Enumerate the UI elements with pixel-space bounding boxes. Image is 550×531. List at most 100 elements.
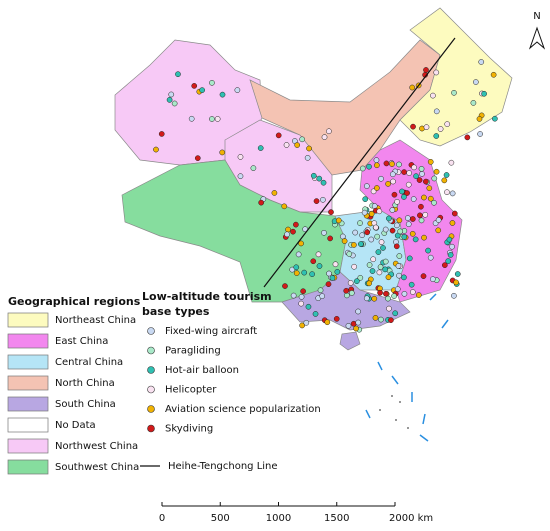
base-point bbox=[394, 232, 401, 239]
base-point bbox=[391, 191, 398, 198]
base-point bbox=[283, 142, 290, 148]
base-point bbox=[382, 266, 388, 273]
base-point bbox=[426, 185, 433, 192]
base-point bbox=[409, 84, 416, 91]
base-point bbox=[300, 288, 306, 295]
base-point bbox=[380, 245, 386, 251]
base-point bbox=[309, 271, 315, 277]
base-point bbox=[397, 228, 404, 235]
scale-label: 1000 bbox=[266, 513, 291, 524]
base-point bbox=[324, 319, 331, 326]
base-point bbox=[401, 234, 408, 240]
regions-legend: Northeast China East China Central China No… bbox=[7, 312, 139, 475]
legend-label: South China bbox=[55, 399, 116, 410]
base-point bbox=[290, 292, 297, 299]
base-point bbox=[357, 274, 364, 281]
base-point bbox=[303, 319, 310, 326]
base-point bbox=[209, 79, 215, 86]
base-point bbox=[418, 217, 425, 224]
legend-label: Fixed-wing aircraft bbox=[165, 326, 257, 337]
base-point bbox=[188, 115, 195, 122]
base-point bbox=[284, 231, 290, 238]
base-point bbox=[451, 89, 457, 96]
base-point bbox=[444, 189, 450, 196]
base-point bbox=[421, 194, 427, 201]
legend-swatch bbox=[7, 375, 49, 391]
base-point bbox=[293, 221, 299, 228]
base-point bbox=[293, 264, 300, 271]
legend-label: Skydiving bbox=[165, 424, 213, 435]
legend-label: Central China bbox=[55, 357, 123, 368]
base-point bbox=[366, 262, 373, 268]
base-point bbox=[423, 178, 429, 185]
base-point bbox=[385, 274, 392, 281]
base-point bbox=[431, 175, 438, 182]
types-legend: Fixed-wing aircraft Paragliding Hot-air ba… bbox=[147, 326, 321, 435]
scale-label: 2000 km bbox=[389, 513, 433, 524]
base-point bbox=[346, 251, 353, 257]
base-point bbox=[382, 258, 389, 265]
base-point bbox=[363, 295, 370, 302]
base-point bbox=[405, 221, 412, 228]
base-point bbox=[423, 124, 430, 131]
base-point bbox=[351, 242, 357, 248]
base-point bbox=[313, 198, 320, 204]
base-point bbox=[410, 196, 417, 202]
base-point bbox=[478, 59, 485, 65]
base-point bbox=[355, 308, 361, 315]
base-point bbox=[470, 100, 477, 106]
regions-legend-title: Geographical regions bbox=[8, 295, 141, 308]
legend-label: Paragliding bbox=[165, 346, 221, 357]
legend-label: Northeast China bbox=[55, 315, 136, 326]
base-point bbox=[353, 325, 359, 332]
base-point bbox=[427, 254, 434, 261]
legend-label: North China bbox=[55, 378, 115, 389]
base-point bbox=[429, 276, 436, 283]
base-point bbox=[411, 164, 417, 171]
base-point bbox=[374, 233, 381, 240]
base-point bbox=[427, 195, 434, 202]
base-point bbox=[304, 154, 311, 161]
base-point bbox=[320, 196, 326, 203]
base-point bbox=[374, 162, 380, 169]
base-point bbox=[219, 149, 226, 156]
base-point bbox=[375, 249, 382, 255]
base-point bbox=[394, 222, 400, 229]
base-point bbox=[359, 165, 366, 172]
base-point bbox=[301, 269, 308, 276]
base-point bbox=[389, 207, 396, 213]
base-point bbox=[369, 268, 376, 274]
base-point bbox=[321, 229, 327, 236]
base-point bbox=[409, 216, 416, 222]
scale-label: 500 bbox=[211, 513, 230, 524]
base-point bbox=[275, 132, 282, 139]
base-point bbox=[417, 212, 423, 219]
legend-swatch bbox=[7, 438, 49, 454]
base-point bbox=[413, 173, 419, 180]
base-point bbox=[234, 87, 241, 93]
base-point bbox=[388, 317, 394, 323]
legend-swatch bbox=[7, 354, 49, 370]
base-point bbox=[306, 145, 312, 152]
base-point bbox=[492, 115, 498, 122]
legend-label: Southwest China bbox=[55, 462, 139, 473]
base-point bbox=[423, 67, 429, 73]
base-point bbox=[425, 247, 431, 254]
map bbox=[114, 7, 513, 442]
north-arrow: N bbox=[528, 11, 546, 50]
base-point bbox=[362, 196, 369, 202]
base-point bbox=[394, 198, 400, 205]
legend-marker bbox=[147, 366, 155, 374]
base-point bbox=[449, 220, 456, 226]
base-point bbox=[351, 263, 358, 270]
legend-label: Northwest China bbox=[55, 441, 138, 452]
base-point bbox=[441, 177, 448, 184]
base-point bbox=[257, 145, 264, 151]
base-point bbox=[325, 281, 332, 288]
base-point bbox=[401, 274, 407, 281]
base-point bbox=[359, 232, 365, 239]
base-point bbox=[453, 279, 459, 286]
base-point bbox=[258, 199, 265, 206]
base-point bbox=[366, 280, 372, 287]
base-point bbox=[316, 175, 323, 182]
